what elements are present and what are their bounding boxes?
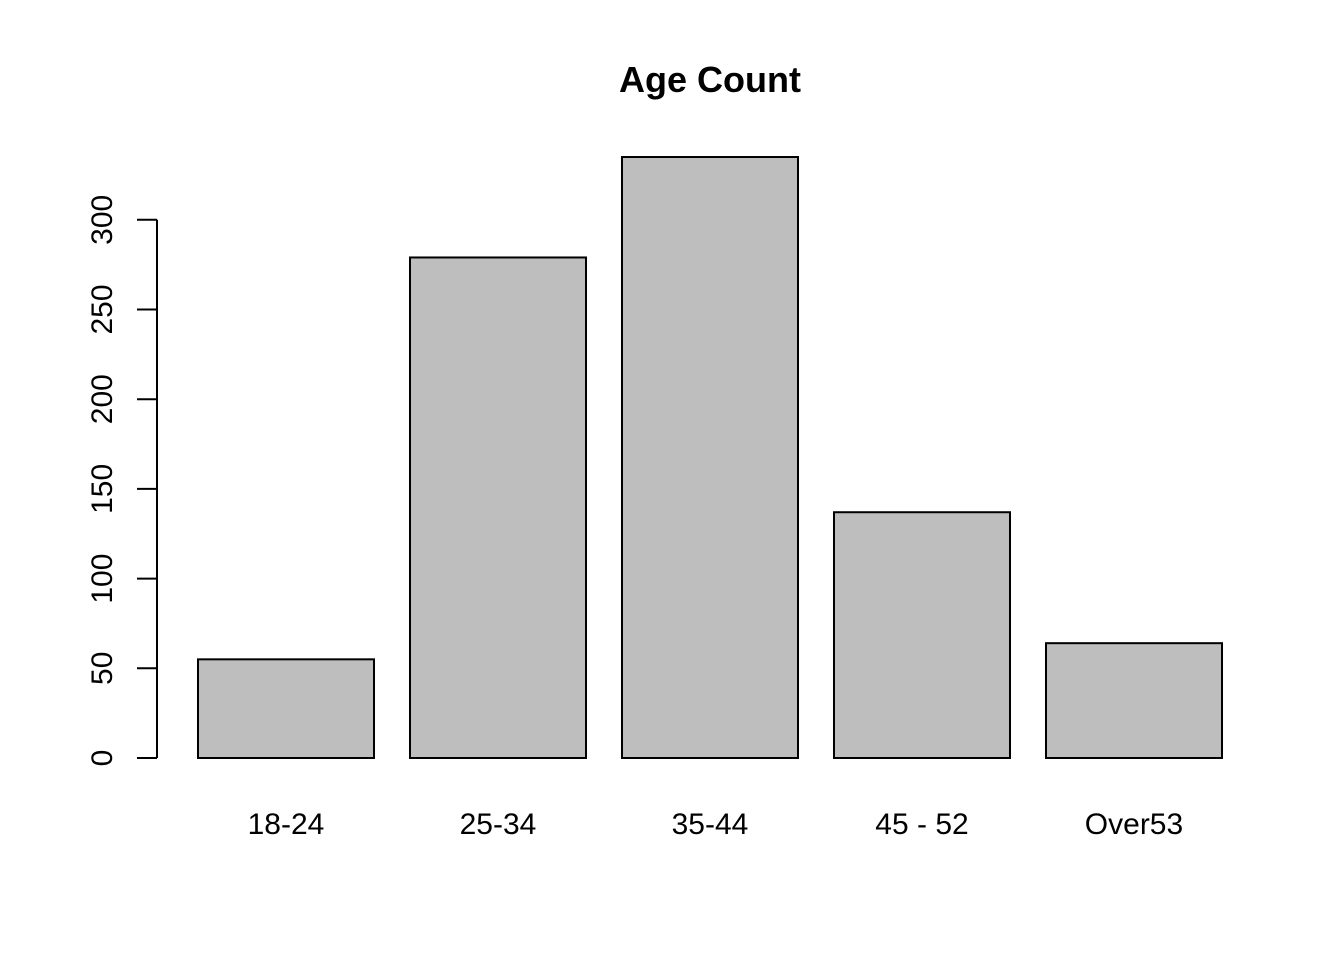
x-tick-label: 25-34 bbox=[460, 808, 537, 841]
y-tick-label: 300 bbox=[86, 195, 119, 245]
bar-0 bbox=[197, 658, 375, 760]
y-tick-label: 0 bbox=[86, 750, 119, 767]
y-axis: 0 50 100 150 200 250 300 bbox=[86, 195, 158, 767]
bar-1 bbox=[409, 256, 587, 759]
x-tick-label: 35-44 bbox=[672, 808, 749, 841]
chart-title: Age Count bbox=[619, 59, 801, 100]
bar-2 bbox=[621, 156, 799, 759]
x-tick-label: 45 - 52 bbox=[875, 808, 968, 841]
x-tick-label: Over53 bbox=[1085, 808, 1183, 841]
y-tick-label: 200 bbox=[86, 374, 119, 424]
y-tick-label: 150 bbox=[86, 464, 119, 514]
y-tick-label: 50 bbox=[86, 652, 119, 685]
bars-group bbox=[197, 156, 1223, 760]
bar-4 bbox=[1045, 642, 1223, 760]
x-tick-labels: 18-24 25-34 35-44 45 - 52 Over53 bbox=[248, 808, 1184, 841]
y-tick-label: 100 bbox=[86, 554, 119, 604]
x-tick-label: 18-24 bbox=[248, 808, 325, 841]
y-tick-label: 250 bbox=[86, 284, 119, 334]
bar-3 bbox=[833, 511, 1011, 759]
